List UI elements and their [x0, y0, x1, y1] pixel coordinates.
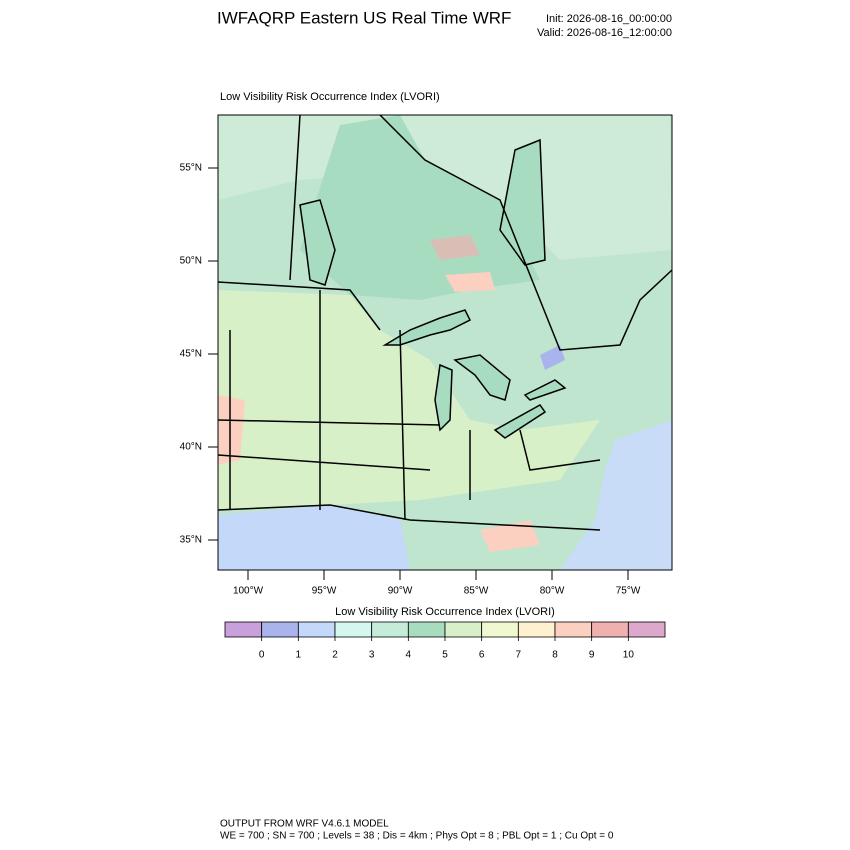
colorbar-box — [371, 621, 409, 638]
border — [218, 290, 601, 531]
lon-tick-label: 90°W — [388, 586, 413, 597]
colorbar-box — [591, 621, 629, 638]
lake-michigan — [434, 363, 453, 432]
colorbar-box — [224, 621, 263, 638]
high-index-patch — [430, 235, 480, 260]
footer-line: OUTPUT FROM WRF V4.6.1 MODEL — [220, 819, 389, 830]
colorbar-tick-label: 2 — [332, 650, 338, 661]
title: IWFAQRP Eastern US Real Time WRF — [217, 8, 511, 27]
midwest-shade — [218, 290, 600, 510]
colorbar-box — [297, 621, 336, 638]
lake-huron — [453, 354, 511, 401]
colorbar-tick-label: 1 — [296, 650, 302, 661]
colorbar-box — [407, 621, 446, 638]
colorbar-box — [627, 621, 666, 638]
colorbar-tick-label: 6 — [479, 650, 485, 661]
lat-tick-label: 40°N — [180, 442, 202, 453]
border — [289, 115, 301, 281]
lake-erie — [493, 404, 547, 439]
map-frame — [217, 114, 673, 571]
border — [379, 115, 672, 351]
lake-winnipeg — [299, 199, 336, 286]
lon-tick-label: 80°W — [540, 586, 565, 597]
lake-ontario — [523, 379, 567, 401]
colorbar-box — [444, 621, 483, 638]
lon-tick-label: 100°W — [233, 586, 264, 597]
lat-tick-label: 55°N — [180, 163, 202, 174]
lat-tick-label: 50°N — [180, 256, 202, 267]
colorbar-box — [334, 621, 373, 638]
map — [217, 114, 673, 571]
colorbar-tick-label: 8 — [552, 650, 558, 661]
lat-tick-label: 35°N — [180, 535, 202, 546]
atlantic-ocean — [560, 420, 672, 570]
lon-tick-label: 95°W — [312, 586, 337, 597]
map-title: Low Visibility Risk Occurrence Index (LV… — [220, 91, 440, 103]
lake-superior — [382, 309, 472, 346]
colorbar-tick-label: 0 — [259, 650, 265, 661]
colorbar-tick-label: 4 — [406, 650, 412, 661]
james-bay — [499, 138, 546, 266]
high-index-patch — [480, 520, 540, 552]
lon-tick-label: 85°W — [464, 586, 489, 597]
colorbar-box — [481, 621, 519, 638]
lat-tick-label: 45°N — [180, 349, 202, 360]
lon-tick-label: 75°W — [616, 586, 641, 597]
high-index-patch — [218, 395, 245, 465]
init-time: Init: 2026-08-16_00:00:00 — [546, 13, 672, 25]
colorbar-tick-label: 5 — [442, 650, 448, 661]
colorbar-tick-label: 7 — [516, 650, 522, 661]
land-shade — [218, 115, 672, 260]
colorbar-title: Low Visibility Risk Occurrence Index (LV… — [335, 606, 555, 618]
low-index-region — [218, 505, 410, 570]
colorbar-tick-label: 3 — [369, 650, 375, 661]
hudson-region — [300, 115, 540, 300]
colorbar-box — [517, 621, 556, 638]
low-index-patch — [540, 345, 565, 370]
colorbar-box — [554, 621, 593, 638]
colorbar-tick-label: 10 — [623, 650, 635, 661]
high-index-patch — [445, 272, 495, 292]
footer-line: WE = 700 ; SN = 700 ; Levels = 38 ; Dis … — [220, 831, 614, 842]
valid-time: Valid: 2026-08-16_12:00:00 — [537, 27, 672, 39]
colorbar-box — [261, 621, 299, 638]
colorbar-tick-label: 9 — [589, 650, 595, 661]
border — [218, 281, 381, 331]
